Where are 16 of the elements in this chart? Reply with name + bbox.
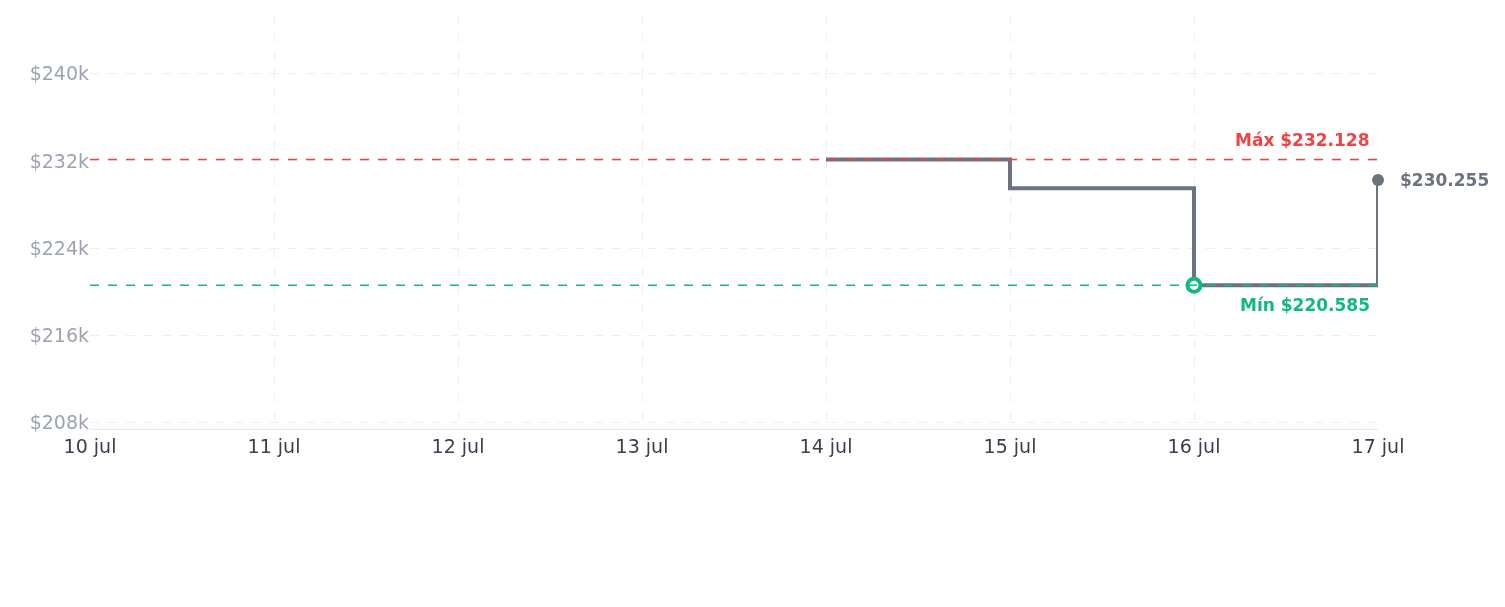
- x-tick-label: 12 jul: [431, 434, 485, 457]
- x-tick-label: 17 jul: [1351, 434, 1405, 457]
- ref-line-label: Máx $232.128: [1235, 130, 1370, 150]
- x-tick-label: 11 jul: [247, 434, 301, 457]
- x-tick-label: 15 jul: [983, 434, 1037, 457]
- y-tick-label: $216k: [29, 323, 89, 346]
- ref-line-label: Mín $220.585: [1240, 295, 1371, 315]
- x-tick-label: 10 jul: [63, 434, 117, 457]
- x-tick-label: 13 jul: [615, 434, 669, 457]
- y-tick-label: $208k: [29, 411, 89, 434]
- x-tick-label: 16 jul: [1167, 434, 1221, 457]
- y-tick-label: $224k: [29, 236, 89, 259]
- x-tick-label: 14 jul: [799, 434, 853, 457]
- y-tick-label: $240k: [29, 62, 89, 85]
- annotation: $230.255: [1400, 170, 1490, 190]
- y-tick-label: $232k: [29, 149, 89, 172]
